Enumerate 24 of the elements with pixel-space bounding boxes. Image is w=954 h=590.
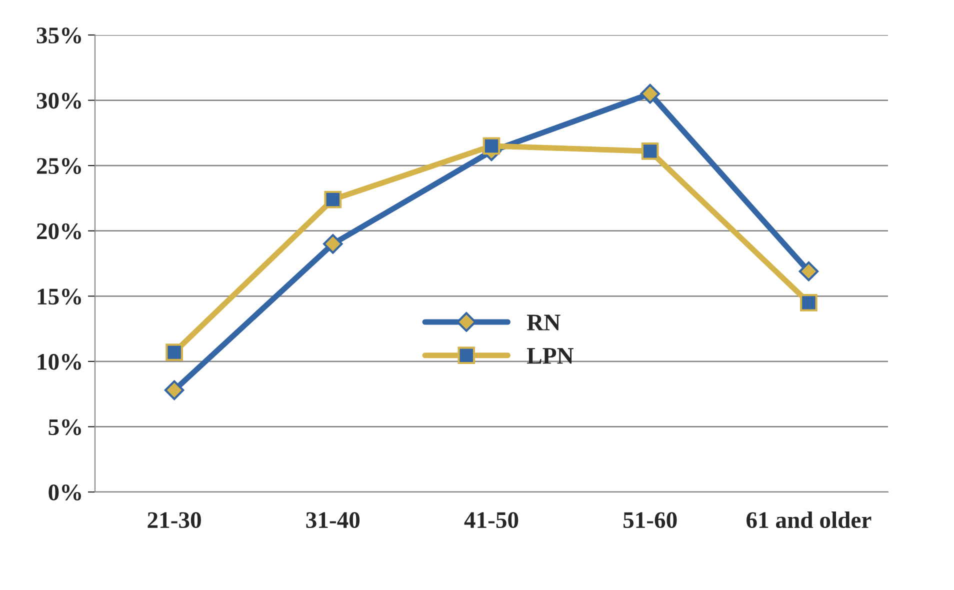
x-tick-label: 41-50 bbox=[464, 512, 518, 528]
point bbox=[164, 380, 184, 400]
y-tick-label: 10% bbox=[38, 354, 81, 370]
point bbox=[798, 261, 819, 282]
y-tick-label: 0% bbox=[48, 484, 81, 500]
point bbox=[166, 344, 183, 361]
x-tick-label: 31-40 bbox=[306, 512, 360, 528]
point bbox=[800, 294, 818, 312]
x-tick-label: 21-30 bbox=[148, 512, 201, 528]
point bbox=[482, 137, 500, 155]
y-tick-label: 30% bbox=[36, 92, 81, 109]
point bbox=[323, 234, 343, 254]
point bbox=[640, 84, 660, 104]
y-tick-label: 25% bbox=[36, 158, 81, 174]
point bbox=[324, 190, 342, 208]
y-tick-label: 15% bbox=[38, 288, 81, 305]
y-tick-label: 5% bbox=[48, 419, 81, 436]
y-tick-label: 20% bbox=[36, 223, 81, 240]
legend-label: RN bbox=[526, 314, 560, 330]
x-tick-label: 51-60 bbox=[624, 512, 677, 528]
x-tick-label: 61 and older bbox=[746, 511, 872, 528]
point bbox=[641, 142, 659, 160]
y-tick-label: 35% bbox=[36, 27, 81, 44]
legend-label: LPN bbox=[526, 348, 574, 364]
